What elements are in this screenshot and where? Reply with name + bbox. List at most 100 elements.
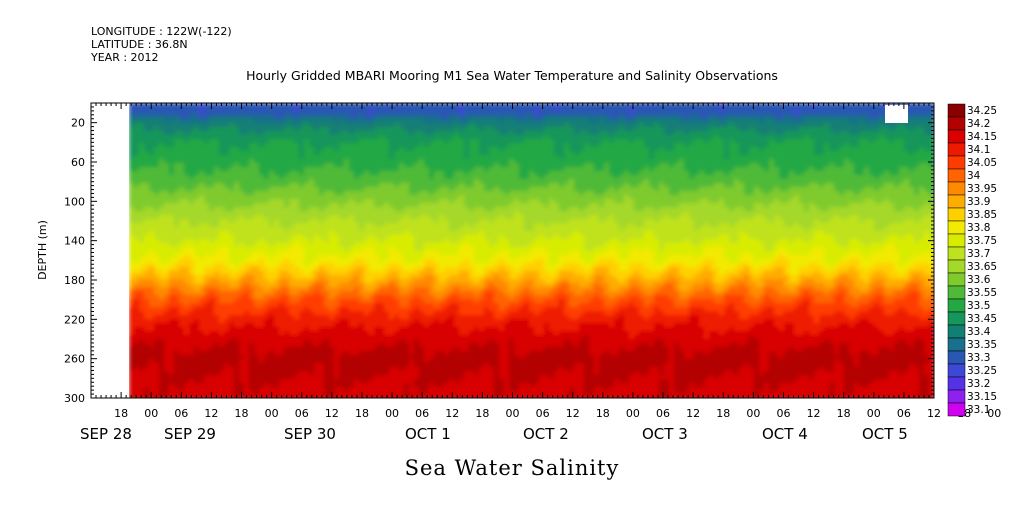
heatmap-cell bbox=[299, 123, 305, 128]
heatmap-cell bbox=[539, 175, 545, 180]
heatmap-cell bbox=[829, 127, 835, 132]
heatmap-cell bbox=[604, 147, 610, 152]
heatmap-cell bbox=[269, 191, 275, 196]
heatmap-cell bbox=[784, 111, 790, 116]
heatmap-cell bbox=[139, 187, 145, 192]
heatmap-cell bbox=[394, 139, 400, 144]
heatmap-cell bbox=[669, 123, 675, 128]
heatmap-cell bbox=[339, 127, 345, 132]
heatmap-cell bbox=[879, 179, 885, 184]
heatmap-cell bbox=[259, 155, 265, 160]
heatmap-cell bbox=[859, 139, 865, 144]
heatmap-cell bbox=[204, 147, 210, 152]
heatmap-cell bbox=[749, 151, 755, 156]
heatmap-cell bbox=[834, 179, 840, 184]
heatmap-cell bbox=[384, 139, 390, 144]
heatmap-cell bbox=[389, 151, 395, 156]
heatmap-cell bbox=[149, 163, 155, 168]
heatmap-cell bbox=[664, 143, 670, 148]
heatmap-cell bbox=[264, 119, 270, 124]
heatmap-cell bbox=[579, 139, 585, 144]
heatmap-cell bbox=[184, 123, 190, 128]
heatmap-cell bbox=[154, 159, 160, 164]
heatmap-cell bbox=[454, 135, 460, 140]
heatmap-cell bbox=[139, 103, 145, 108]
heatmap-cell bbox=[259, 159, 265, 164]
heatmap-cell bbox=[754, 155, 760, 160]
heatmap-cell bbox=[719, 159, 725, 164]
heatmap-cell bbox=[409, 143, 415, 148]
heatmap-cell bbox=[144, 163, 150, 168]
heatmap-cell bbox=[539, 151, 545, 156]
heatmap-cell bbox=[924, 163, 930, 168]
heatmap-cell bbox=[639, 167, 645, 172]
heatmap-cell bbox=[314, 155, 320, 160]
heatmap-cell bbox=[509, 151, 515, 156]
heatmap-cell bbox=[749, 171, 755, 176]
heatmap-cell bbox=[579, 143, 585, 148]
heatmap-cell bbox=[299, 143, 305, 148]
heatmap-cell bbox=[174, 143, 180, 148]
heatmap-cell bbox=[299, 135, 305, 140]
heatmap-cell bbox=[609, 115, 615, 120]
heatmap-cell bbox=[774, 107, 780, 112]
heatmap-cell bbox=[469, 179, 475, 184]
heatmap-cell bbox=[614, 123, 620, 128]
heatmap-cell bbox=[129, 103, 135, 108]
heatmap-cell bbox=[664, 159, 670, 164]
heatmap-cell bbox=[814, 119, 820, 124]
heatmap-cell bbox=[529, 167, 535, 172]
heatmap-cell bbox=[759, 135, 765, 140]
heatmap-cell bbox=[224, 143, 230, 148]
heatmap-cell bbox=[889, 151, 895, 156]
heatmap-cell bbox=[339, 119, 345, 124]
heatmap-cell bbox=[444, 163, 450, 168]
heatmap-cell bbox=[399, 163, 405, 168]
heatmap-cell bbox=[534, 191, 540, 196]
heatmap-cell bbox=[429, 159, 435, 164]
heatmap-cell bbox=[379, 123, 385, 128]
heatmap-cell bbox=[739, 123, 745, 128]
heatmap-cell bbox=[439, 111, 445, 116]
heatmap-cell bbox=[234, 159, 240, 164]
heatmap-cell bbox=[449, 151, 455, 156]
heatmap-cell bbox=[464, 175, 470, 180]
heatmap-cell bbox=[529, 107, 535, 112]
heatmap-cell bbox=[574, 147, 580, 152]
heatmap-cell bbox=[909, 167, 915, 172]
heatmap-cell bbox=[259, 175, 265, 180]
heatmap-cell bbox=[444, 171, 450, 176]
heatmap-cell bbox=[554, 183, 560, 188]
heatmap-cell bbox=[249, 159, 255, 164]
heatmap-cell bbox=[354, 187, 360, 192]
heatmap-cell bbox=[344, 191, 350, 196]
heatmap-cell bbox=[584, 143, 590, 148]
heatmap-cell bbox=[784, 187, 790, 192]
heatmap-cell bbox=[379, 111, 385, 116]
heatmap-cell bbox=[324, 147, 330, 152]
heatmap-cell bbox=[239, 151, 245, 156]
heatmap-cell bbox=[259, 135, 265, 140]
heatmap-cell bbox=[429, 191, 435, 196]
heatmap-cell bbox=[154, 187, 160, 192]
heatmap-cell bbox=[439, 175, 445, 180]
heatmap-cell bbox=[584, 155, 590, 160]
heatmap-cell bbox=[294, 163, 300, 168]
heatmap-cell bbox=[494, 151, 500, 156]
heatmap-cell bbox=[889, 167, 895, 172]
heatmap-cell bbox=[659, 127, 665, 132]
heatmap-cell bbox=[464, 115, 470, 120]
heatmap-cell bbox=[784, 147, 790, 152]
heatmap-cell bbox=[684, 163, 690, 168]
heatmap-cell bbox=[479, 167, 485, 172]
heatmap-cell bbox=[619, 155, 625, 160]
heatmap-cell bbox=[444, 155, 450, 160]
heatmap-cell bbox=[164, 147, 170, 152]
heatmap-cell bbox=[529, 115, 535, 120]
heatmap-cell bbox=[519, 151, 525, 156]
heatmap-cell bbox=[484, 139, 490, 144]
heatmap-cell bbox=[349, 151, 355, 156]
heatmap-cell bbox=[594, 147, 600, 152]
heatmap-cell bbox=[489, 179, 495, 184]
heatmap-cell bbox=[874, 135, 880, 140]
